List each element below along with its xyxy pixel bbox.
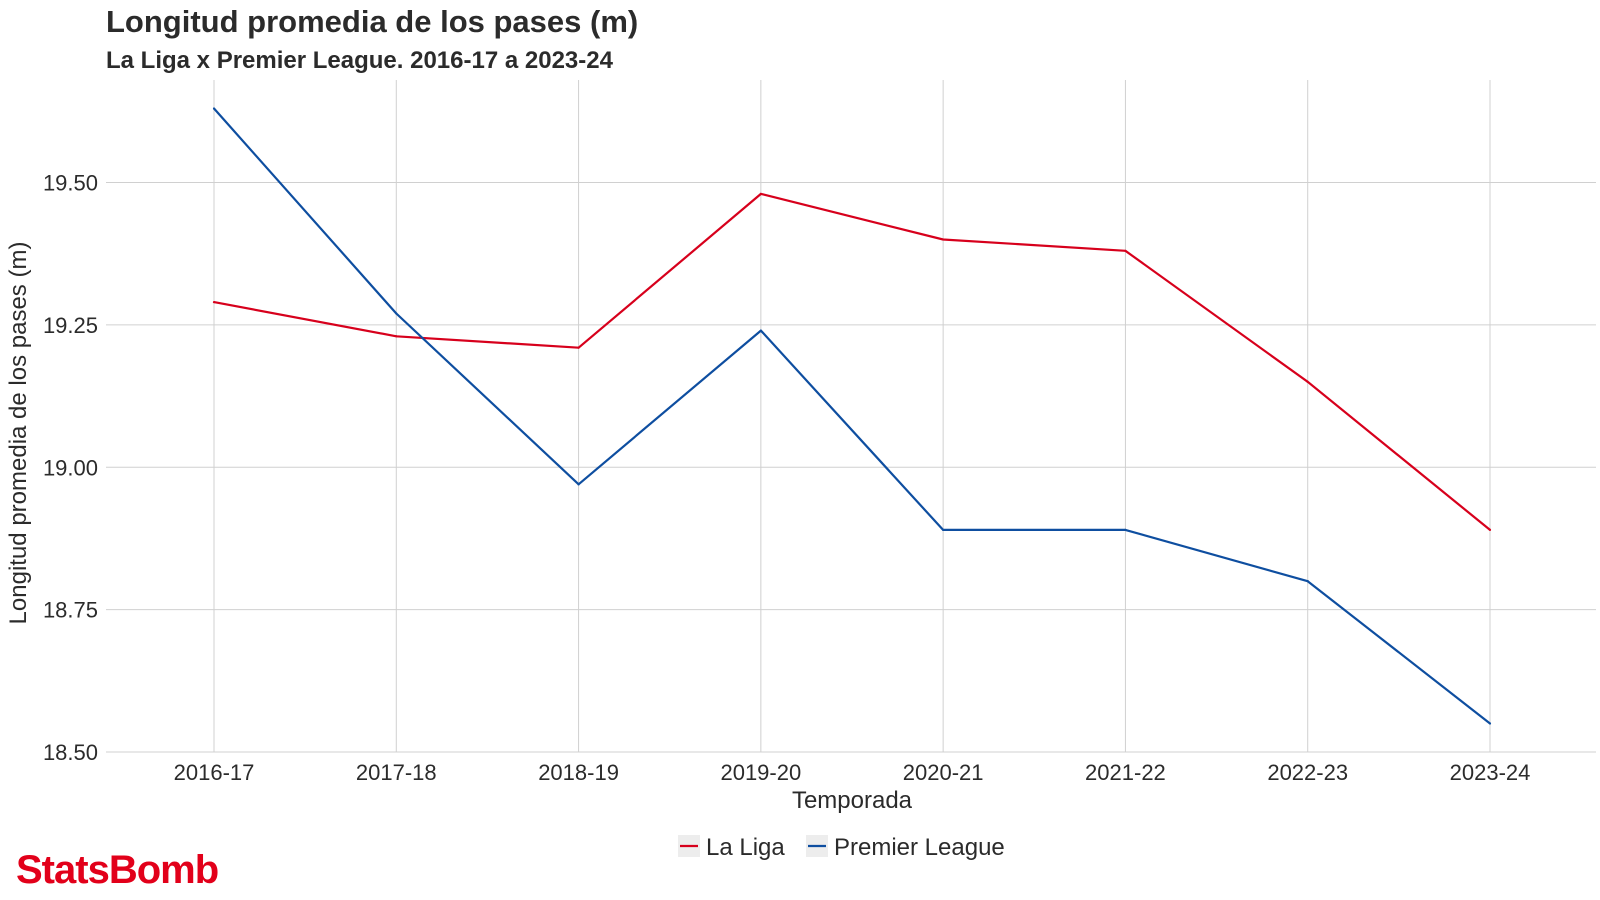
statsbomb-logo: StatsBomb (16, 848, 219, 892)
data-point (1306, 580, 1309, 583)
x-tick-label: 2018-19 (538, 760, 619, 785)
x-tick-label: 2016-17 (174, 760, 255, 785)
data-point (577, 346, 580, 349)
legend: La Liga Premier League (678, 834, 1005, 861)
y-tick-label: 18.75 (43, 598, 98, 623)
y-axis-ticks: 18.50 18.75 19.00 19.25 19.50 (43, 171, 98, 765)
y-tick-label: 18.50 (43, 740, 98, 765)
x-axis-title: Temporada (792, 787, 913, 814)
data-point (942, 528, 945, 531)
y-axis-title: Longitud promedia de los pases (m) (5, 242, 32, 625)
x-tick-label: 2023-24 (1450, 760, 1531, 785)
x-tick-label: 2020-21 (903, 760, 984, 785)
data-point (1124, 249, 1127, 252)
series-line-la-liga (213, 192, 1491, 531)
y-tick-label: 19.00 (43, 455, 98, 480)
data-point (1488, 722, 1492, 725)
data-point (212, 107, 216, 110)
chart-title: Longitud promedia de los pases (m) (106, 4, 639, 39)
x-tick-label: 2022-23 (1267, 760, 1348, 785)
data-point (942, 238, 945, 241)
data-point (1488, 528, 1492, 531)
data-point (395, 335, 398, 338)
data-point (759, 329, 762, 332)
series-lines (212, 107, 1492, 725)
data-point (395, 312, 398, 315)
x-tick-label: 2021-22 (1085, 760, 1166, 785)
data-point (1124, 528, 1127, 531)
y-tick-label: 19.50 (43, 171, 98, 196)
chart-subtitle: La Liga x Premier League. 2016-17 a 2023… (106, 47, 613, 74)
data-point (577, 483, 580, 486)
x-axis-ticks: 2016-17 2017-18 2018-19 2019-20 2020-21 2021-… (174, 760, 1531, 785)
x-tick-label: 2019-20 (720, 760, 801, 785)
y-tick-label: 19.25 (43, 313, 98, 338)
data-point (759, 192, 762, 195)
legend-label: Premier League (834, 834, 1005, 861)
grid-lines (106, 80, 1596, 753)
data-point (212, 301, 216, 304)
x-tick-label: 2017-18 (356, 760, 437, 785)
legend-label: La Liga (706, 834, 785, 861)
series-line-premier-league (213, 107, 1491, 725)
data-point (1306, 380, 1309, 383)
